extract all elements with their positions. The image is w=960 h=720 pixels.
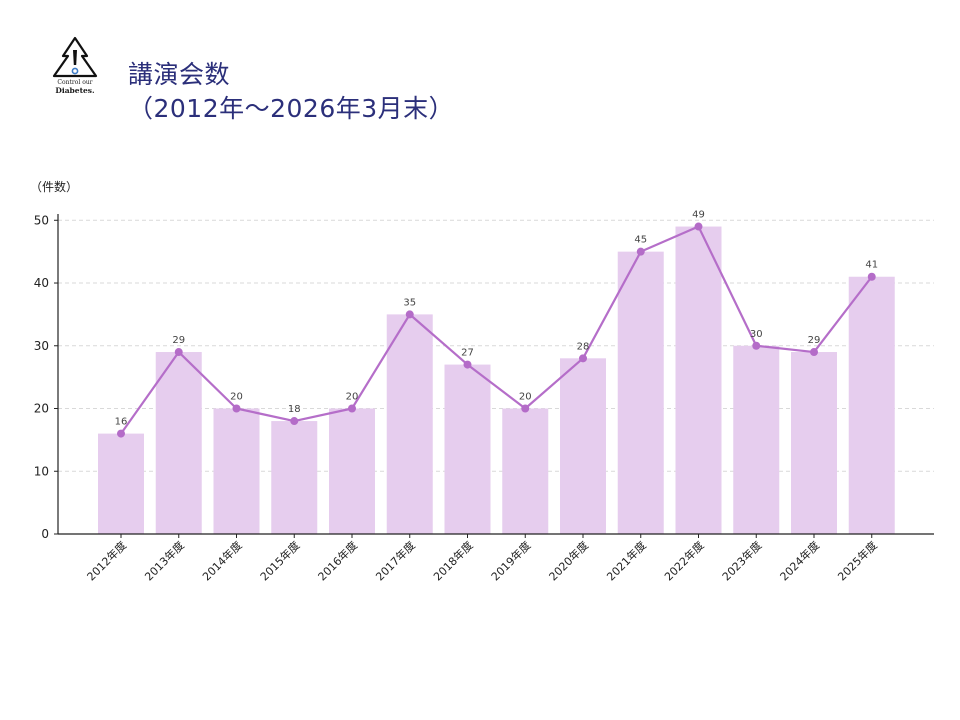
data-label-2021年度: 45: [634, 235, 647, 246]
marker-2018年度: [463, 360, 472, 369]
bar-2017年度: [386, 314, 433, 534]
axes: [54, 214, 934, 538]
data-label-2022年度: 49: [692, 210, 705, 221]
marker-2013年度: [174, 348, 183, 357]
data-label-2017年度: 35: [403, 297, 416, 308]
data-label-2013年度: 29: [172, 335, 185, 346]
y-tick-label-10: 10: [34, 464, 49, 478]
bar-2016年度: [329, 408, 375, 534]
data-label-2025年度: 41: [865, 260, 878, 271]
data-label-2016年度: 20: [346, 392, 359, 403]
data-label-2019年度: 20: [519, 392, 532, 403]
bars: [98, 226, 895, 535]
x-tick-label-2019年度: 2019年度: [488, 538, 533, 583]
marker-2012年度: [117, 429, 125, 438]
marker-2023年度: [752, 341, 761, 350]
marker-2025年度: [867, 272, 876, 281]
x-tick-label-2014年度: 2014年度: [199, 538, 244, 583]
data-label-2012年度: 16: [115, 417, 128, 428]
bar-2022年度: [675, 226, 722, 535]
page-title: 講演会数 （2012年～2026年3月末）: [128, 58, 454, 126]
page-title-line1: 講演会数: [128, 60, 231, 89]
line-markers: [117, 222, 876, 438]
bar-2020年度: [560, 358, 606, 534]
bar-2019年度: [502, 408, 549, 534]
x-tick-label-2013年度: 2013年度: [142, 538, 187, 583]
x-tick-label-2018年度: 2018年度: [430, 538, 475, 583]
marker-2017年度: [405, 310, 414, 319]
marker-2020年度: [579, 354, 587, 363]
x-tick-label-2020年度: 2020年度: [546, 538, 591, 583]
logo-exclamation-mark: [73, 50, 77, 65]
data-label-2024年度: 29: [808, 335, 821, 346]
data-label-2014年度: 20: [230, 392, 243, 403]
logo-blue-ring: [71, 67, 79, 75]
bar-2012年度: [98, 433, 144, 534]
y-tick-label-40: 40: [34, 276, 49, 290]
bar-2021年度: [617, 251, 664, 534]
bar-2013年度: [155, 352, 202, 534]
marker-2014年度: [232, 404, 241, 413]
marker-2019年度: [521, 404, 530, 413]
x-tick-label-2021年度: 2021年度: [604, 538, 649, 583]
y-tick-label-20: 20: [34, 402, 49, 416]
marker-2015年度: [290, 417, 299, 426]
bar-2024年度: [791, 352, 837, 534]
marker-2016年度: [348, 404, 356, 413]
x-tick-label-2023年度: 2023年度: [719, 538, 764, 583]
y-tick-label-50: 50: [34, 213, 49, 227]
x-tick-label-2016年度: 2016年度: [315, 538, 360, 583]
logo-text-line2: Diabetes.: [55, 86, 95, 95]
bar-2015年度: [271, 421, 318, 534]
marker-2021年度: [636, 247, 645, 256]
page-title-line2: （2012年～2026年3月末）: [128, 94, 455, 123]
y-tick-label-0: 0: [41, 527, 49, 541]
marker-2022年度: [694, 222, 703, 231]
logo-triangle-outline: [52, 36, 98, 78]
trend-line: [120, 225, 873, 435]
bar-2018年度: [444, 364, 491, 534]
x-tick-label-2025年度: 2025年度: [835, 538, 880, 583]
bar-2023年度: [733, 345, 780, 534]
gridlines: [58, 219, 934, 472]
y-axis-unit-label: （件数）: [30, 180, 79, 194]
data-label-2015年度: 18: [288, 404, 301, 415]
x-tick-label-2012年度: 2012年度: [84, 538, 129, 583]
data-label-2018年度: 27: [461, 348, 474, 359]
y-tick-label-30: 30: [34, 339, 49, 353]
control-our-diabetes-logo: [52, 36, 98, 78]
bar-2014年度: [213, 408, 260, 534]
data-label-2023年度: 30: [750, 329, 763, 340]
marker-2024年度: [810, 348, 818, 357]
logo-text-line1: Control our: [57, 79, 93, 86]
x-tick-label-2024年度: 2024年度: [777, 538, 822, 583]
trend-polyline: [120, 225, 873, 435]
data-label-2020年度: 28: [577, 341, 590, 352]
bar-2025年度: [848, 276, 895, 534]
x-tick-label-2015年度: 2015年度: [257, 538, 302, 583]
x-tick-label-2017年度: 2017年度: [373, 538, 418, 583]
x-tick-label-2022年度: 2022年度: [661, 538, 706, 583]
